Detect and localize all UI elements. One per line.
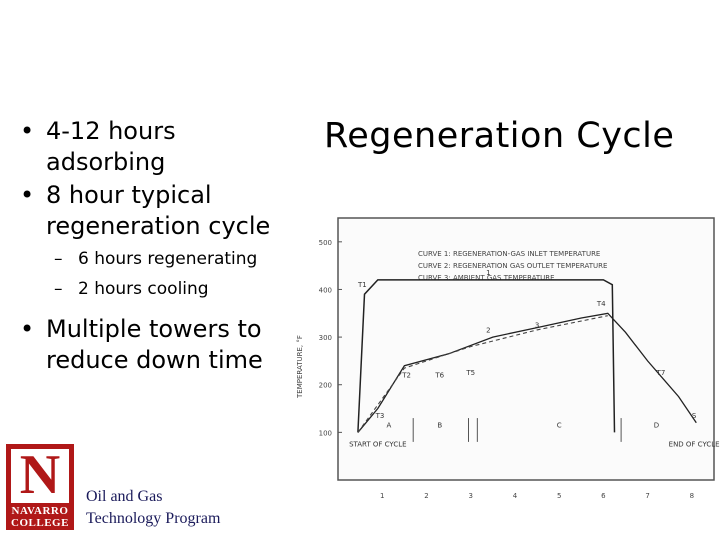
bullet-marker: • <box>20 181 35 209</box>
bullet-item: • 8 hour typical regeneration cycle <box>20 180 300 242</box>
bullet-item: • Multiple towers to reduce down time <box>20 314 300 376</box>
program-line-1: Oil and Gas <box>86 488 163 505</box>
x-tick-label: 8 <box>690 492 694 500</box>
legend-entry: CURVE 2: REGENERATION GAS OUTLET TEMPERA… <box>418 262 607 270</box>
program-name: Oil and Gas Technology Program <box>86 486 220 530</box>
chart-annotation: 3 <box>535 322 539 330</box>
chart-annotation: 2 <box>486 326 490 334</box>
chart-annotation: END OF CYCLE <box>669 441 720 449</box>
y-tick-label: 100 <box>319 429 332 437</box>
chart-annotation: T3 <box>375 412 385 420</box>
x-tick-label: 7 <box>645 492 649 500</box>
bullet-text: Multiple towers to reduce down time <box>46 315 263 374</box>
chart-legend: CURVE 1: REGENERATION-GAS INLET TEMPERAT… <box>418 250 607 282</box>
bullet-text: 8 hour typical regeneration cycle <box>46 181 271 240</box>
chart-annotation: T6 <box>434 372 444 380</box>
bullet-marker: • <box>20 315 35 343</box>
regeneration-chart: CURVE 1: REGENERATION-GAS INLET TEMPERAT… <box>290 210 720 510</box>
x-tick-label: 6 <box>601 492 606 500</box>
y-tick-label: 500 <box>319 239 332 247</box>
sub-bullet-text: 6 hours regenerating <box>78 249 258 269</box>
legend-entry: CURVE 1: REGENERATION-GAS INLET TEMPERAT… <box>418 250 600 258</box>
series-line-2 <box>357 312 697 433</box>
y-tick-label: 200 <box>319 382 332 390</box>
y-axis-label: TEMPERATURE, °F <box>296 335 304 399</box>
x-tick-label: 1 <box>380 492 384 500</box>
chart-annotation: S <box>692 412 697 420</box>
x-tick-label: 2 <box>424 492 428 500</box>
bullet-item: • 4-12 hours adsorbing <box>20 116 300 178</box>
logo-letter: N <box>19 444 61 506</box>
sub-bullet-marker: – <box>54 279 63 299</box>
slide-title: Regeneration Cycle <box>324 116 675 156</box>
sub-bullet-item: – 6 hours regenerating <box>20 246 300 272</box>
chart-annotation: 1 <box>486 269 490 277</box>
series-line-3 <box>357 315 608 433</box>
y-tick-label: 400 <box>319 286 332 294</box>
y-tick-label: 300 <box>319 334 332 342</box>
college-logo: N NAVARRO COLLEGE <box>6 444 74 530</box>
sub-bullet-marker: – <box>54 249 63 269</box>
x-tick-label: 4 <box>513 492 518 500</box>
logo-line-1: NAVARRO <box>11 505 69 517</box>
chart-annotation: T2 <box>401 372 411 380</box>
x-tick-label: 5 <box>557 492 561 500</box>
sub-bullet-text: 2 hours cooling <box>78 279 209 299</box>
bullet-text: 4-12 hours adsorbing <box>46 117 176 176</box>
sub-bullet-item: – 2 hours cooling <box>20 276 300 302</box>
bullet-list: • 4-12 hours adsorbing • 8 hour typical … <box>20 116 300 378</box>
chart-annotation: B <box>437 422 442 430</box>
chart-annotation: D <box>654 422 659 430</box>
logo-line-2: COLLEGE <box>11 517 69 529</box>
chart-annotation: C <box>557 422 562 430</box>
chart-annotation: T1 <box>357 281 367 289</box>
chart-annotation: T4 <box>596 300 606 308</box>
series-line-1 <box>357 279 616 433</box>
legend-entry: CURVE 3: AMBIENT GAS TEMPERATURE <box>418 274 555 282</box>
x-tick-label: 3 <box>468 492 472 500</box>
chart-annotation: A <box>386 422 391 430</box>
program-line-2: Technology Program <box>86 510 221 527</box>
bullet-marker: • <box>20 117 35 145</box>
plot-frame <box>337 217 715 481</box>
chart-annotation: T7 <box>656 369 666 377</box>
chart-annotation: START OF CYCLE <box>349 441 406 449</box>
chart-annotation: T5 <box>465 369 475 377</box>
